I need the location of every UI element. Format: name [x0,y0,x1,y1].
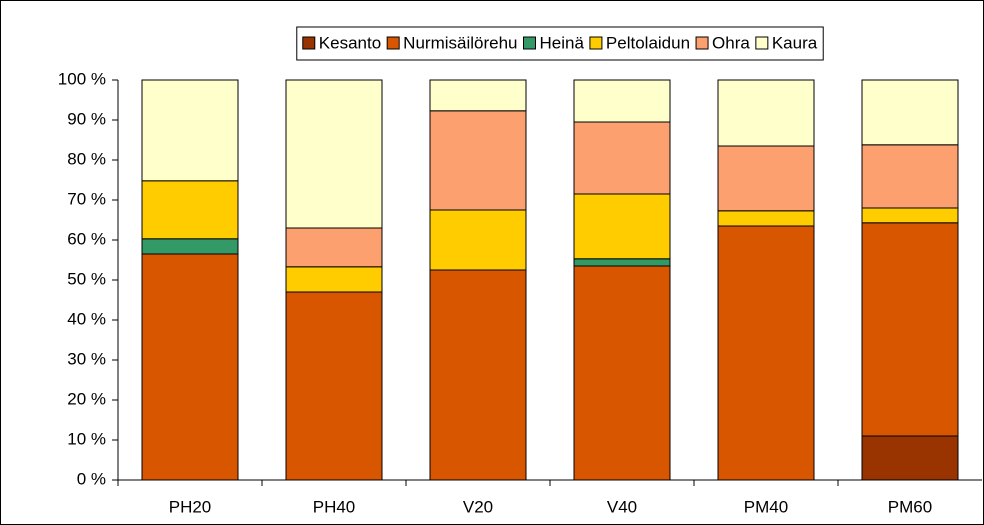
legend-label: Kaura [772,33,818,52]
legend-swatch [302,36,316,50]
y-tick-label: 0 % [77,469,106,488]
bar-segment [573,79,671,123]
bar-segment [285,291,383,481]
y-tick-label: 50 % [67,269,106,288]
bar-segment [141,238,239,255]
x-tick-label: V40 [607,497,637,516]
bar-segment [717,79,815,147]
bar-segment [141,180,239,240]
legend-label: Ohra [712,33,750,52]
legend-swatch [755,36,769,50]
x-tick-label: PM60 [888,497,932,516]
bar-segment [285,227,383,268]
bar-segment [429,79,527,112]
x-tick-label: PH40 [313,497,356,516]
y-tick-label: 100 % [58,69,106,88]
y-tick-label: 40 % [67,309,106,328]
y-tick-label: 20 % [67,389,106,408]
bar-segment [861,435,959,481]
legend-swatch [386,36,400,50]
bar-segment [429,110,527,211]
bar-segment [573,258,671,267]
bar-segment [573,265,671,481]
legend-label: Kesanto [319,33,381,52]
bar-segment [573,121,671,195]
bar-segment [573,193,671,260]
bar-segment [141,253,239,481]
bar-segment [861,222,959,437]
bar-segment [717,210,815,227]
legend-label: Peltolaidun [606,33,690,52]
legend-label: Nurmisäilörehu [403,33,517,52]
x-tick-label: V20 [463,497,493,516]
legend [296,26,824,61]
bar-segment [861,79,959,146]
legend-swatch [589,36,603,50]
y-tick-label: 90 % [67,109,106,128]
y-tick-label: 80 % [67,149,106,168]
bar-segment [717,145,815,212]
legend-swatch [523,36,536,50]
bar-segment [141,79,239,182]
legend-label: Heinä [540,33,585,52]
x-tick-label: PM40 [744,497,788,516]
bar-segment [861,207,959,224]
bar-segment [429,269,527,481]
y-tick-label: 10 % [67,429,106,448]
y-tick-label: 30 % [67,349,106,368]
x-tick-label: PH20 [169,497,212,516]
bar-segment [285,266,383,293]
legend-swatch [695,36,709,50]
y-tick-label: 60 % [67,229,106,248]
bar-segment [861,144,959,209]
bar-segment [429,209,527,271]
y-tick-label: 70 % [67,189,106,208]
bar-segment [717,225,815,481]
bar-segment [285,79,383,229]
